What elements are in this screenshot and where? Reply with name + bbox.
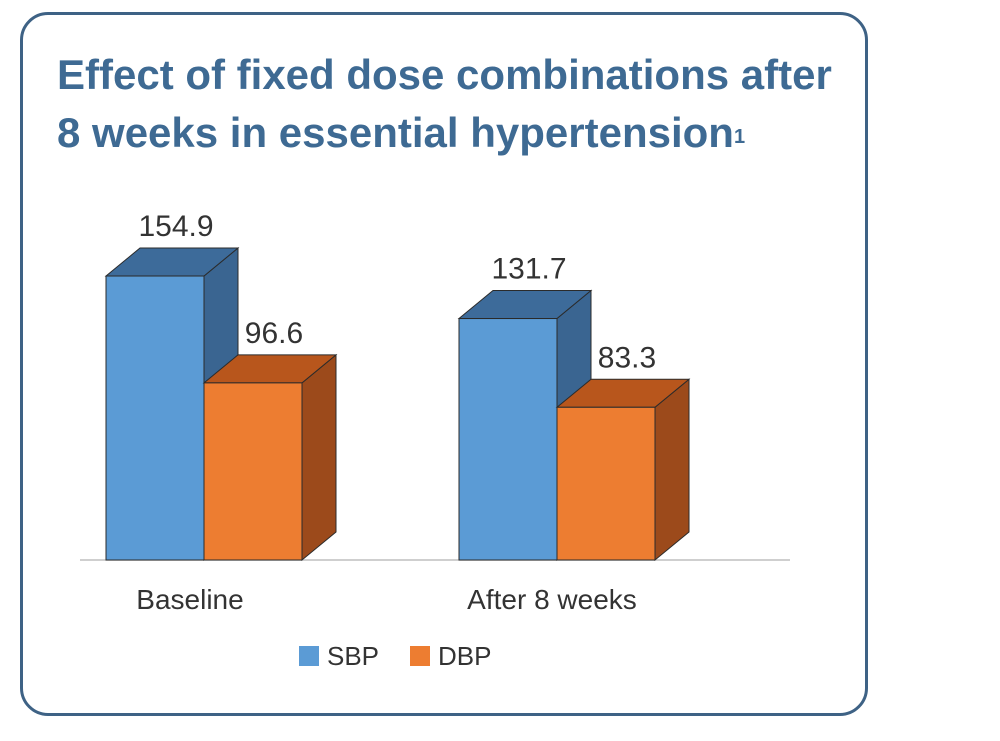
bar-dbp-after-8-weeks: [556, 406, 656, 561]
bar-sbp-baseline: [105, 275, 205, 561]
legend-swatch-sbp: [299, 646, 319, 666]
data-label-sbp-after-8-weeks: 131.7: [491, 253, 566, 286]
legend-label-dbp: DBP: [438, 641, 491, 671]
category-label-after-8-weeks: After 8 weeks: [467, 584, 637, 615]
legend-swatch-dbp: [410, 646, 430, 666]
bar-sbp-after-8-weeks: [458, 318, 558, 561]
data-label-dbp-after-8-weeks: 83.3: [598, 341, 656, 374]
legend-label-sbp: SBP: [327, 641, 379, 671]
bar-side-dbp-baseline: [301, 353, 337, 562]
data-label-dbp-baseline: 96.6: [245, 317, 303, 350]
chart-title-text: Effect of fixed dose combinations after …: [57, 51, 832, 156]
bar-dbp-baseline: [203, 382, 303, 561]
data-label-sbp-baseline: 154.9: [138, 210, 213, 243]
title-footnote-marker: 1: [733, 126, 746, 148]
chart-title: Effect of fixed dose combinations after …: [57, 46, 857, 162]
category-label-baseline: Baseline: [136, 584, 243, 615]
bar-side-dbp-after-8-weeks: [654, 378, 690, 562]
